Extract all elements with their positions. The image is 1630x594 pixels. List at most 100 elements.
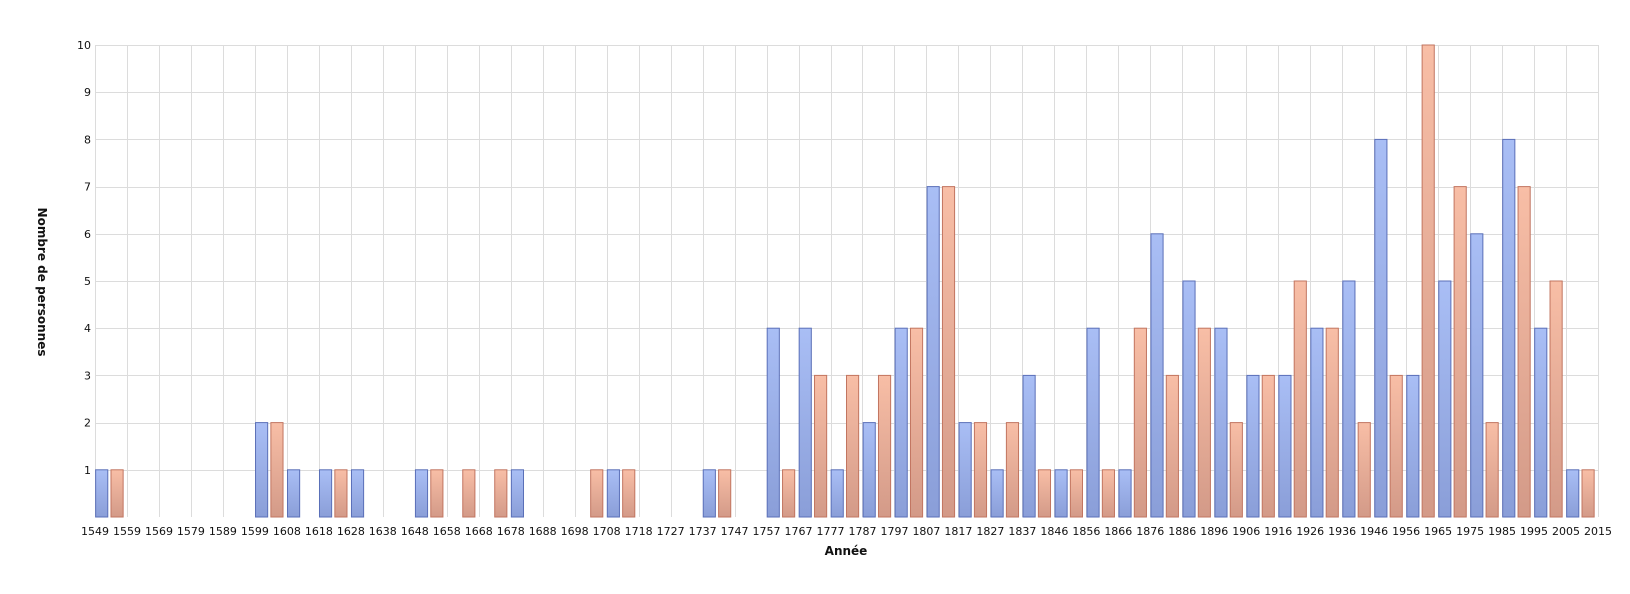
bar-series-1: [958, 422, 972, 518]
x-tick-label: 1936: [1328, 525, 1356, 538]
x-tick-label: 1846: [1040, 525, 1068, 538]
bar-series-1: [287, 469, 301, 518]
x-tick-label: 1965: [1424, 525, 1452, 538]
x-tick-label: 1886: [1168, 525, 1196, 538]
bar-series-2: [718, 469, 732, 518]
bar-series-1: [1566, 469, 1580, 518]
x-tick-label: 1797: [880, 525, 908, 538]
bar-series-1: [926, 186, 940, 518]
bar-series-1: [1182, 280, 1196, 518]
x-tick-label: 2015: [1584, 525, 1612, 538]
x-tick-label: 1747: [721, 525, 749, 538]
y-axis-title: Nombre de personnes: [35, 208, 49, 357]
x-tick-label: 1668: [465, 525, 493, 538]
bar-series-1: [414, 469, 429, 518]
y-tick-labels: 1 2 3 4 5 6 7 8 9 10: [77, 39, 91, 477]
x-tick-label: 1678: [497, 525, 525, 538]
bar-series-1: [798, 327, 812, 518]
x-tick-label: 1876: [1136, 525, 1164, 538]
bar-series-1: [894, 327, 908, 518]
bar-series-2: [1197, 327, 1211, 518]
bar-series-2: [1485, 422, 1499, 518]
bar-series-1: [702, 469, 716, 518]
bar-series-2: [1357, 422, 1371, 518]
x-tick-label: 1579: [177, 525, 205, 538]
bar-series-2: [494, 469, 508, 518]
bar-series-2: [430, 469, 444, 518]
bar-series-1: [95, 469, 109, 518]
bar-series-2: [334, 469, 348, 518]
bar-series-1: [1022, 374, 1036, 518]
y-tick-label: 1: [84, 464, 91, 477]
bar-series-2: [1293, 280, 1307, 518]
x-tick-label: 1985: [1488, 525, 1516, 538]
bar-series-2: [1165, 374, 1179, 518]
bar-series-2: [1389, 374, 1403, 518]
bar-series-2: [1101, 469, 1115, 518]
bar-series-2: [814, 374, 828, 518]
x-tick-label: 1708: [593, 525, 621, 538]
bar-series-1: [1406, 374, 1420, 518]
bar-series-1: [1310, 327, 1324, 518]
bar-series-1: [1086, 327, 1100, 518]
y-tick-label: 10: [77, 39, 91, 52]
x-tick-label: 1688: [529, 525, 557, 538]
bar-series-1: [1438, 280, 1452, 518]
x-tick-label: 1718: [625, 525, 653, 538]
x-axis-title: Année: [825, 544, 868, 558]
bar-series-2: [1421, 44, 1435, 518]
x-tick-label: 1916: [1264, 525, 1292, 538]
bar-series-1: [1150, 233, 1164, 518]
bar-series-1: [606, 469, 620, 518]
bar-series-1: [1054, 469, 1068, 518]
bar-series-2: [462, 469, 476, 518]
x-tick-label: 1827: [976, 525, 1004, 538]
x-tick-label: 1767: [785, 525, 813, 538]
bar-series-2: [1037, 469, 1052, 518]
bar-series-2: [270, 422, 284, 518]
x-tick-label: 1856: [1072, 525, 1100, 538]
x-tick-label: 1807: [912, 525, 940, 538]
bar-series-2: [1261, 374, 1275, 518]
x-tick-label: 1549: [81, 525, 109, 538]
y-tick-label: 2: [84, 417, 91, 430]
y-tick-label: 7: [84, 181, 91, 194]
bar-series-2: [782, 469, 796, 518]
x-tick-label: 1946: [1360, 525, 1388, 538]
x-tick-label: 1737: [689, 525, 717, 538]
x-tick-label: 1648: [401, 525, 429, 538]
bar-series-2: [1133, 327, 1147, 518]
x-tick-label: 1589: [209, 525, 237, 538]
y-tick-label: 4: [84, 322, 91, 335]
y-tick-label: 8: [84, 133, 91, 146]
bar-series-2: [1005, 422, 1020, 518]
x-tick-label: 1559: [113, 525, 141, 538]
x-tick-label: 1956: [1392, 525, 1420, 538]
x-tick-label: 1787: [848, 525, 876, 538]
x-tick-label: 2005: [1552, 525, 1580, 538]
bar-series-1: [990, 469, 1004, 518]
bar-series-1: [1278, 374, 1292, 518]
bar-series-2: [622, 469, 636, 518]
bar-series-1: [318, 469, 333, 518]
x-tick-label: 1906: [1232, 525, 1260, 538]
bar-series-2: [1549, 280, 1563, 518]
x-tick-label: 1896: [1200, 525, 1228, 538]
bar-series-2: [846, 374, 860, 518]
bar-series-1: [1502, 138, 1516, 518]
bar-series-1: [1342, 280, 1356, 518]
bar-series-1: [862, 422, 876, 518]
x-tick-label: 1926: [1296, 525, 1324, 538]
bar-series-2: [1453, 186, 1467, 518]
bar-series-1: [1470, 233, 1484, 518]
x-tick-label: 1628: [337, 525, 365, 538]
bar-series-1: [255, 422, 269, 518]
y-tick-label: 3: [84, 369, 91, 382]
x-tick-label: 1599: [241, 525, 269, 538]
bar-series-2: [1517, 186, 1531, 518]
x-tick-label: 1757: [753, 525, 781, 538]
bar-series-1: [510, 469, 525, 518]
bar-series-2: [973, 422, 988, 518]
bar-series-2: [110, 469, 124, 518]
